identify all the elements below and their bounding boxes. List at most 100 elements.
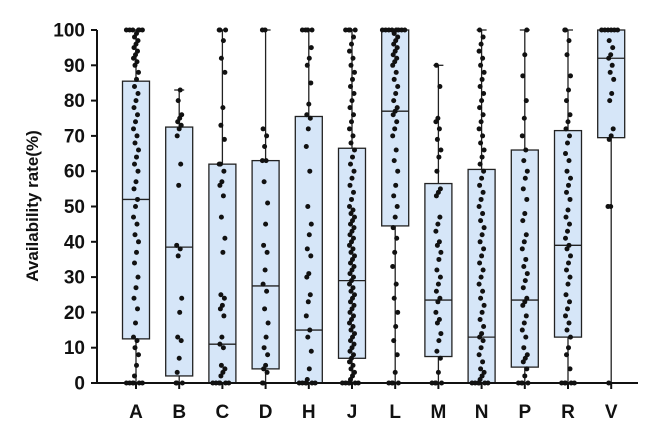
data-point-a [132, 345, 138, 351]
data-point-j [351, 225, 357, 231]
data-point-a [136, 239, 141, 245]
data-point-j [349, 175, 355, 181]
data-point-a [131, 295, 137, 301]
data-point-v [615, 27, 621, 33]
data-point-v [610, 126, 616, 132]
data-point-h [308, 45, 314, 51]
data-point-d [263, 158, 269, 164]
data-point-r [565, 228, 570, 234]
y-tick-label-10: 10 [64, 338, 85, 359]
data-point-a [134, 221, 140, 227]
data-point-n [481, 91, 487, 97]
data-point-m [438, 331, 444, 337]
data-point-j [347, 126, 352, 132]
data-point-n [480, 211, 486, 217]
data-point-c [222, 69, 228, 75]
data-point-j [350, 133, 356, 139]
data-point-r [568, 175, 573, 181]
data-point-j [351, 341, 357, 347]
data-point-a [135, 274, 141, 280]
data-point-m [437, 214, 443, 220]
data-point-n [478, 140, 484, 146]
data-point-p [523, 256, 529, 262]
data-point-n [480, 338, 486, 344]
data-point-n [480, 112, 486, 118]
x-tick-label-m: M [430, 402, 446, 423]
data-point-n [478, 119, 484, 125]
data-point-l [395, 34, 401, 40]
data-point-d [264, 369, 270, 375]
data-point-n [477, 316, 483, 322]
data-point-l [391, 295, 397, 301]
data-point-a [134, 338, 140, 344]
data-point-j [347, 182, 353, 188]
data-point-j [351, 189, 356, 195]
data-point-m [434, 267, 440, 273]
data-point-a [133, 320, 138, 326]
y-tick-label-20: 20 [64, 303, 85, 324]
data-point-r [564, 52, 570, 58]
data-point-a [136, 352, 141, 358]
data-point-r [565, 119, 571, 125]
data-point-c [218, 214, 224, 220]
data-point-j [351, 274, 356, 280]
data-point-m [436, 239, 442, 245]
data-point-j [348, 161, 353, 167]
data-point-v [606, 38, 612, 44]
data-point-h [303, 313, 309, 319]
data-point-j [350, 362, 356, 368]
data-point-l [392, 369, 398, 375]
data-point-d [263, 221, 269, 227]
data-point-m [437, 186, 443, 192]
data-point-m [436, 256, 442, 262]
data-point-c [220, 249, 226, 255]
data-point-n [478, 62, 484, 68]
data-point-n [478, 345, 484, 351]
data-point-c [220, 105, 226, 111]
data-point-n [477, 239, 483, 245]
data-point-n [479, 98, 485, 104]
data-point-d [265, 352, 271, 358]
data-point-n [478, 366, 484, 372]
data-point-j [347, 48, 352, 54]
data-point-j [350, 246, 356, 252]
data-point-r [564, 267, 569, 273]
data-point-m [435, 369, 441, 375]
data-point-p [519, 246, 525, 252]
x-tick-label-r: R [561, 402, 575, 423]
data-point-b [175, 334, 181, 340]
data-point-r [566, 87, 571, 93]
data-point-p [520, 186, 526, 192]
data-point-h [305, 299, 311, 305]
data-point-n [476, 281, 482, 287]
data-point-r [564, 189, 569, 195]
data-point-l [395, 83, 401, 89]
data-point-j [350, 154, 355, 160]
data-point-d [265, 320, 271, 326]
data-point-d [263, 362, 269, 368]
boxes-layer [121, 29, 626, 384]
data-point-m [434, 136, 440, 142]
data-point-a [135, 48, 140, 54]
data-point-r [567, 299, 572, 305]
data-point-c [220, 38, 226, 44]
data-point-j [352, 214, 357, 220]
data-point-j [347, 105, 353, 111]
data-point-l [394, 204, 400, 209]
data-point-j [352, 253, 357, 259]
data-point-n [477, 161, 483, 167]
data-point-p [522, 175, 528, 181]
data-point-n [481, 168, 487, 174]
data-point-a [136, 147, 141, 153]
data-point-r [567, 221, 572, 227]
data-point-j [350, 285, 356, 291]
data-point-l [395, 168, 401, 174]
data-point-n [476, 48, 482, 54]
data-point-j [352, 69, 357, 75]
data-point-r [563, 235, 568, 241]
data-point-h [307, 292, 313, 298]
data-point-r [565, 306, 570, 312]
data-point-m [436, 316, 442, 322]
data-point-m [433, 288, 439, 294]
